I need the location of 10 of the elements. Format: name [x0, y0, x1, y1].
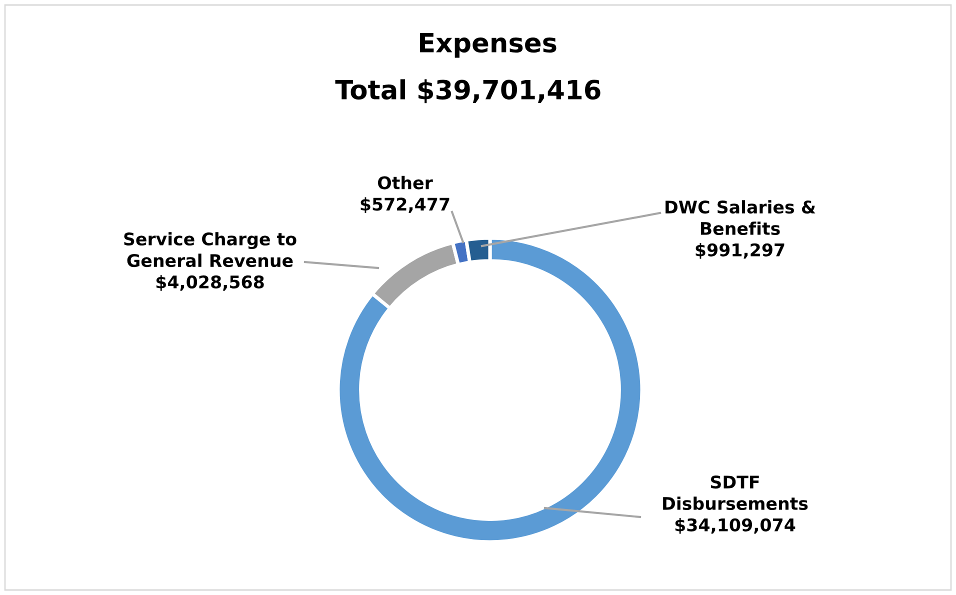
chart-title: Expenses: [420, 33, 556, 58]
data-label: $34,109,074: [675, 518, 796, 534]
slice-label: Service Charge to General Revenue: [124, 232, 296, 268]
slice-label: DWC Salaries & Benefits: [666, 200, 816, 236]
slice-label: SDTF Disbursements: [663, 475, 808, 510]
chart-subtitle: Total $39,701,416: [335, 79, 600, 104]
data-label: $572,477: [360, 197, 450, 214]
data-label: $4,028,568: [156, 275, 264, 291]
data-label: $991,297: [696, 243, 784, 259]
slice-label: Other: [378, 176, 433, 190]
